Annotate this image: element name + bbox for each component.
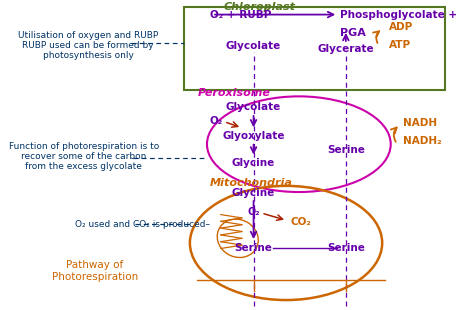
Text: Peroxisome: Peroxisome bbox=[198, 88, 271, 98]
Text: Chloroplast: Chloroplast bbox=[223, 2, 295, 12]
Text: Glycine: Glycine bbox=[232, 188, 275, 198]
Text: ATP: ATP bbox=[390, 39, 411, 50]
Text: Glyoxylate: Glyoxylate bbox=[222, 131, 285, 141]
Text: NADH₂: NADH₂ bbox=[403, 136, 442, 146]
Text: O₂ + RUBP: O₂ + RUBP bbox=[210, 10, 271, 20]
Text: Serine: Serine bbox=[235, 243, 273, 253]
Text: Serine: Serine bbox=[327, 243, 365, 253]
Text: Glycolate: Glycolate bbox=[226, 102, 281, 112]
Text: Function of photorespiration is to
recover some of the carbon
from the excess gl: Function of photorespiration is to recov… bbox=[9, 142, 159, 171]
Text: Pathway of
Photorespiration: Pathway of Photorespiration bbox=[52, 260, 138, 281]
Text: Utilisation of oxygen and RUBP
RUBP used can be formed by
photosynthesis only: Utilisation of oxygen and RUBP RUBP used… bbox=[18, 31, 158, 60]
Text: Glycine: Glycine bbox=[232, 158, 275, 168]
Text: CO₂: CO₂ bbox=[290, 217, 311, 227]
Bar bbox=[184, 7, 445, 90]
Text: O₂: O₂ bbox=[247, 207, 260, 217]
Text: Glycerate: Glycerate bbox=[318, 43, 374, 54]
Text: Glycolate: Glycolate bbox=[226, 41, 281, 51]
Text: O₂: O₂ bbox=[210, 116, 223, 126]
Text: ADP: ADP bbox=[390, 22, 414, 32]
Text: NADH: NADH bbox=[403, 117, 437, 128]
Text: Serine: Serine bbox=[327, 145, 365, 155]
Text: PGA: PGA bbox=[340, 28, 366, 38]
Text: O₂ used and CO₂ is produced–: O₂ used and CO₂ is produced– bbox=[75, 220, 210, 229]
Text: Phosphoglycolate +: Phosphoglycolate + bbox=[340, 10, 457, 20]
Text: Mitochondria: Mitochondria bbox=[210, 178, 293, 188]
